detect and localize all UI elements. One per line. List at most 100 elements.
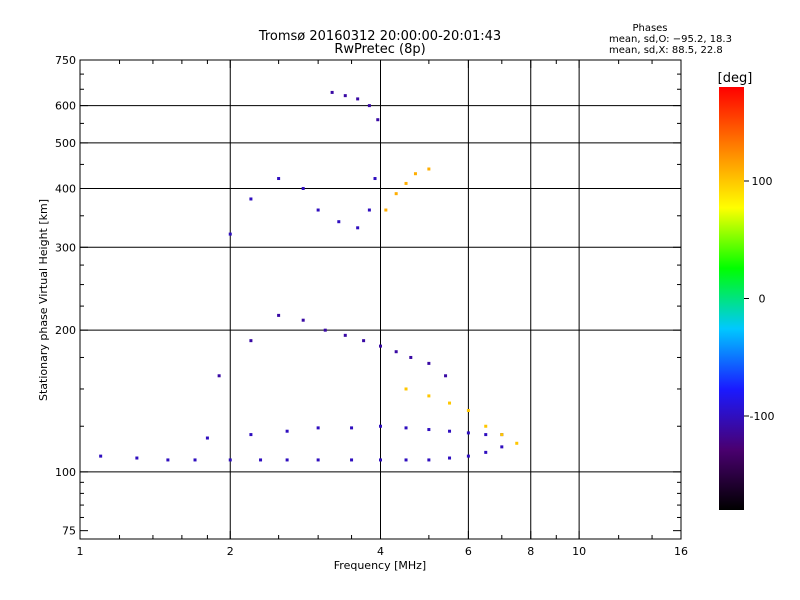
data-point — [259, 458, 263, 462]
y-tick-label: 600 — [55, 100, 76, 113]
data-point — [448, 456, 452, 460]
x-tick-label: 1 — [77, 545, 84, 558]
x-axis-label: Frequency [MHz] — [334, 559, 426, 572]
x-tick-label: 16 — [674, 545, 688, 558]
data-point — [350, 426, 354, 430]
x-tick-labels: 1 2 4 6 8 10 16 — [77, 545, 689, 558]
data-point — [249, 339, 253, 343]
data-point — [376, 118, 380, 122]
y-tick-label: 750 — [55, 54, 76, 67]
data-point — [350, 458, 354, 462]
x-tick-label: 10 — [572, 545, 586, 558]
y-tick-label: 100 — [55, 466, 76, 479]
data-point — [166, 458, 170, 462]
data-point — [379, 424, 382, 428]
data-point — [394, 350, 398, 354]
data-point — [193, 458, 197, 462]
data-point — [484, 424, 488, 428]
data-point — [500, 445, 504, 449]
data-point — [404, 458, 408, 462]
data-point — [427, 361, 431, 365]
data-point — [404, 387, 408, 391]
data-point — [394, 192, 398, 196]
data-point — [316, 426, 320, 430]
chart-title: Tromsø 20160312 20:00:00-20:01:43 — [258, 29, 501, 44]
data-point — [228, 458, 232, 462]
chart-subtitle: RwPretec (8p) — [334, 42, 425, 57]
data-point — [356, 97, 360, 101]
y-tick-labels: 75 100 200 300 400 500 600 750 — [55, 54, 76, 538]
data-point — [427, 167, 431, 171]
data-point — [427, 428, 431, 432]
grid-lines — [80, 60, 681, 539]
y-tick-label: 500 — [55, 137, 76, 150]
data-point — [301, 186, 305, 190]
y-tick-label: 400 — [55, 182, 76, 195]
data-point — [228, 232, 232, 236]
x-tick-label: 8 — [527, 545, 534, 558]
data-point — [448, 429, 452, 433]
y-tick-label: 200 — [55, 324, 76, 337]
data-point — [249, 433, 253, 437]
data-point — [484, 450, 488, 454]
phases-mean-x: mean, sd,X: 88.5, 22.8 — [609, 45, 723, 56]
data-point — [301, 318, 305, 322]
data-point — [217, 374, 221, 378]
y-axis-label: Stationary phase Virtual Height [km] — [37, 199, 50, 401]
data-point — [466, 454, 470, 458]
data-point — [404, 181, 408, 185]
colorbar: [deg] 100 0 -100 — [718, 71, 774, 510]
data-point — [367, 104, 371, 108]
data-point — [205, 436, 209, 440]
x-tick-label: 4 — [377, 545, 384, 558]
x-tick-label: 6 — [465, 545, 472, 558]
colorbar-gradient — [719, 87, 744, 510]
data-point — [466, 409, 470, 413]
data-point — [249, 197, 253, 201]
data-point — [448, 401, 452, 405]
data-point — [277, 313, 281, 317]
data-point — [356, 226, 360, 230]
phases-mean-o: mean, sd,O: −95.2, 18.3 — [609, 34, 732, 45]
data-point — [484, 433, 488, 437]
data-point — [99, 454, 103, 458]
data-point — [323, 328, 327, 332]
phases-title: Phases — [632, 23, 667, 34]
colorbar-tick-label: 100 — [752, 175, 773, 188]
data-point — [427, 458, 431, 462]
scatter-points — [99, 90, 519, 462]
data-point — [362, 339, 366, 343]
data-point — [343, 333, 347, 337]
data-point — [515, 441, 519, 445]
data-point — [135, 456, 139, 460]
colorbar-tick-label: 0 — [759, 293, 766, 306]
data-point — [367, 208, 371, 212]
data-point — [444, 374, 448, 378]
data-point — [337, 220, 341, 224]
data-point — [500, 433, 504, 437]
data-point — [409, 355, 413, 359]
data-point — [277, 177, 281, 181]
data-point — [343, 94, 347, 98]
data-point — [413, 172, 417, 176]
colorbar-ticks: 100 0 -100 — [744, 175, 774, 423]
data-point — [379, 458, 382, 462]
data-point — [330, 90, 334, 94]
colorbar-label: [deg] — [718, 71, 753, 86]
data-point — [316, 208, 320, 212]
data-point — [316, 458, 320, 462]
data-point — [466, 431, 470, 435]
data-point — [404, 426, 408, 430]
phases-legend: Phases mean, sd,O: −95.2, 18.3 mean, sd,… — [609, 23, 732, 56]
y-tick-label: 75 — [62, 525, 76, 538]
axis-ticks — [79, 59, 682, 539]
y-tick-label: 300 — [55, 241, 76, 254]
x-tick-label: 2 — [227, 545, 234, 558]
data-point — [384, 208, 388, 212]
data-point — [373, 177, 377, 181]
data-point — [427, 394, 431, 398]
data-point — [379, 344, 382, 348]
data-point — [285, 458, 289, 462]
data-point — [285, 429, 289, 433]
